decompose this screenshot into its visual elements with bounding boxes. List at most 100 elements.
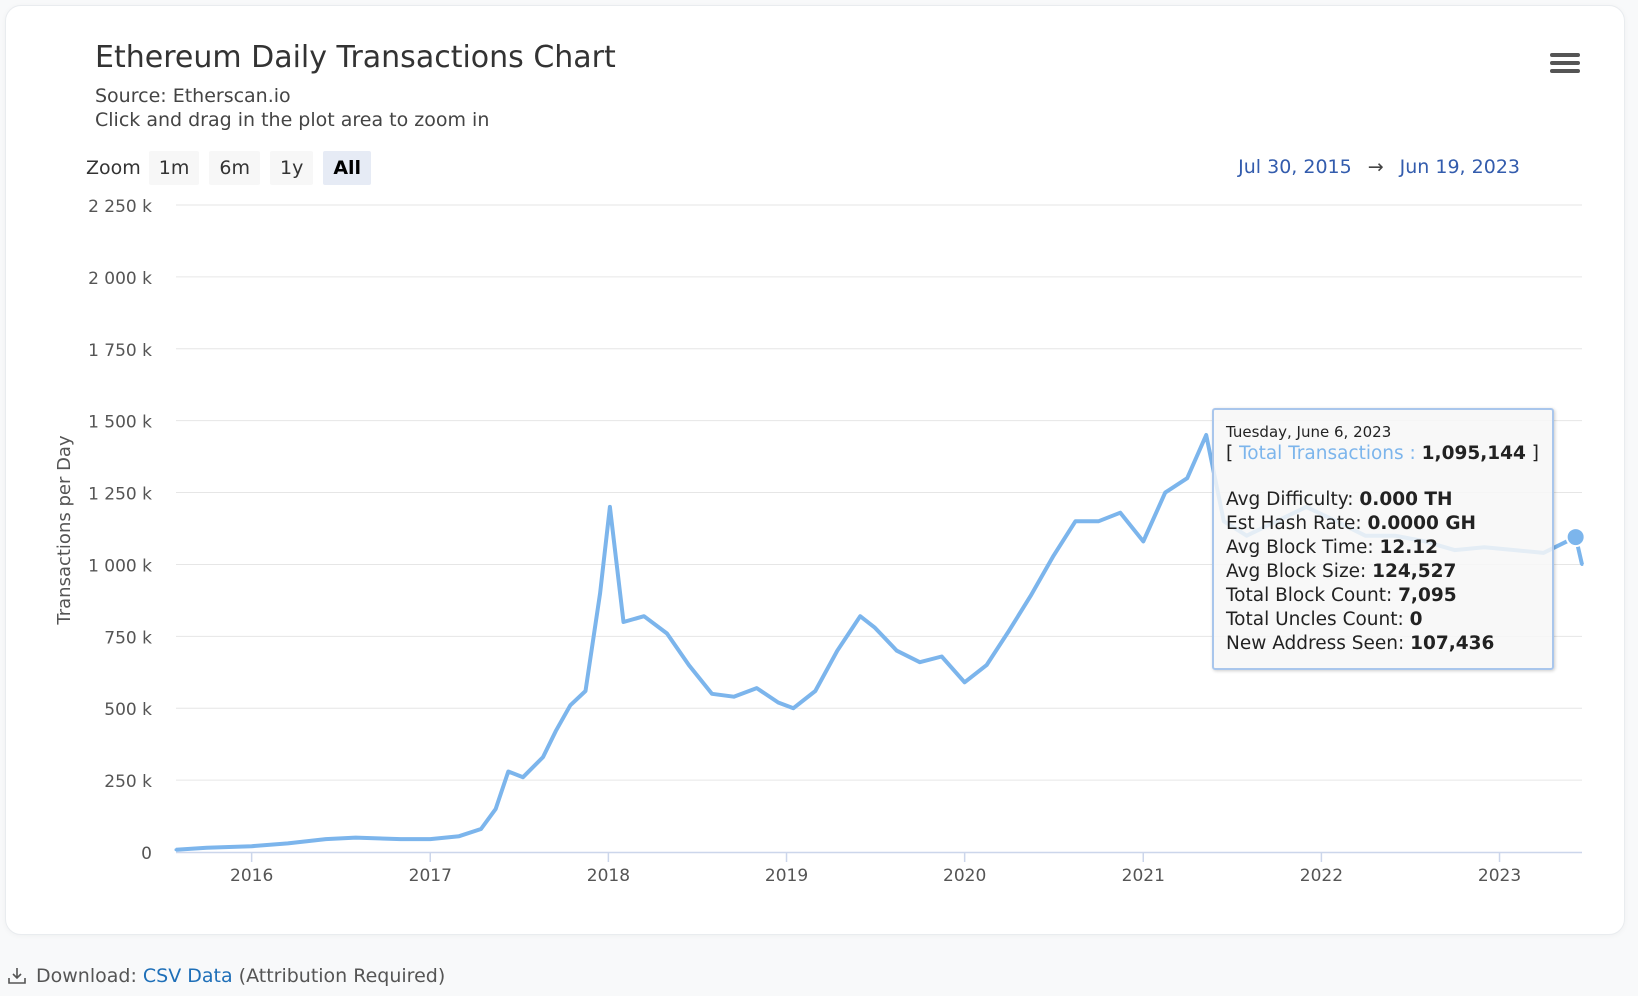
hamburger-menu-icon[interactable] xyxy=(1548,50,1582,78)
y-tick-label: 1 500 k xyxy=(88,413,152,433)
data-point xyxy=(521,775,525,779)
download-suffix: (Attribution Required) xyxy=(232,965,446,987)
tooltip-row: Total Uncles Count: 0 xyxy=(1226,609,1423,630)
data-point xyxy=(174,848,178,852)
data-point xyxy=(1007,629,1011,633)
data-point xyxy=(598,591,602,595)
x-tick-label: 2019 xyxy=(765,866,808,886)
data-point xyxy=(622,620,626,624)
data-point xyxy=(541,755,545,759)
data-point xyxy=(1141,539,1145,543)
x-tick-label: 2020 xyxy=(943,866,986,886)
zoom-6m-button[interactable]: 6m xyxy=(209,151,260,185)
data-point xyxy=(324,837,328,841)
data-point xyxy=(940,654,944,658)
tooltip-row: Avg Difficulty: 0.000 TH xyxy=(1226,489,1453,510)
y-tick-label: 250 k xyxy=(104,772,152,792)
tooltip-row: Total Block Count: 7,095 xyxy=(1226,585,1457,606)
data-point xyxy=(1118,511,1122,515)
data-point xyxy=(1051,554,1055,558)
data-point xyxy=(286,841,290,845)
zoom-all-button[interactable]: All xyxy=(323,151,372,185)
tooltip-row: Est Hash Rate: 0.0000 GH xyxy=(1226,513,1476,534)
download-icon xyxy=(8,968,26,984)
data-point xyxy=(776,700,780,704)
y-tick-label: 1 750 k xyxy=(88,341,152,361)
y-tick-label: 0 xyxy=(141,844,152,864)
subtitle-hint: Click and drag in the plot area to zoom … xyxy=(95,109,490,131)
data-point xyxy=(428,837,432,841)
data-point xyxy=(568,703,572,707)
download-bar: Download: CSV Data (Attribution Required… xyxy=(6,965,445,987)
data-point xyxy=(1073,519,1077,523)
y-tick-label: 2 000 k xyxy=(88,269,152,289)
subtitle-source: Source: Etherscan.io xyxy=(95,85,291,107)
data-point xyxy=(710,692,714,696)
x-tick-label: 2017 xyxy=(409,866,452,886)
data-point xyxy=(813,689,817,693)
range-to[interactable]: Jun 19, 2023 xyxy=(1399,156,1520,178)
tooltip-row: Avg Block Size: 124,527 xyxy=(1226,561,1457,582)
data-point xyxy=(457,834,461,838)
y-tick-label: 1 250 k xyxy=(88,485,152,505)
tooltip-series-label: Total Transactions : xyxy=(1239,443,1422,464)
data-point xyxy=(494,807,498,811)
data-point xyxy=(858,614,862,618)
x-tick-label: 2023 xyxy=(1478,866,1521,886)
data-point xyxy=(1580,562,1584,566)
data-point xyxy=(755,686,759,690)
x-tick-label: 2016 xyxy=(230,866,273,886)
chart-title: Ethereum Daily Transactions Chart xyxy=(95,40,616,75)
range-arrow: → xyxy=(1367,156,1384,178)
range-from[interactable]: Jul 30, 2015 xyxy=(1238,156,1352,178)
hover-marker xyxy=(1565,527,1586,548)
download-prefix: Download: xyxy=(36,965,143,987)
data-point xyxy=(963,680,967,684)
data-point xyxy=(985,663,989,667)
data-point xyxy=(479,827,483,831)
zoom-1m-button[interactable]: 1m xyxy=(148,151,200,185)
zoom-label: Zoom xyxy=(86,157,141,179)
x-tick-label: 2022 xyxy=(1300,866,1343,886)
data-point xyxy=(1029,594,1033,598)
data-point xyxy=(1096,519,1100,523)
data-point xyxy=(687,663,691,667)
data-point xyxy=(873,626,877,630)
tooltip-series-value: 1,095,144 xyxy=(1421,443,1526,464)
y-tick-label: 1 000 k xyxy=(88,556,152,576)
data-point xyxy=(732,695,736,699)
y-tick-label: 2 250 k xyxy=(88,197,152,217)
tooltip-row: New Address Seen: 107,436 xyxy=(1226,633,1495,654)
data-point xyxy=(354,836,358,840)
zoom-selector: Zoom 1m 6m 1y All xyxy=(86,151,381,185)
data-point xyxy=(791,706,795,710)
y-tick-label: 500 k xyxy=(104,700,152,720)
data-point xyxy=(918,660,922,664)
data-point xyxy=(608,505,612,509)
y-tick-label: 750 k xyxy=(104,628,152,648)
y-axis-label: Transactions per Day xyxy=(54,435,75,626)
data-point xyxy=(506,769,510,773)
data-point xyxy=(1163,491,1167,495)
data-point xyxy=(642,614,646,618)
data-point xyxy=(554,729,558,733)
tooltip-series: [ Total Transactions : 1,095,144 ] xyxy=(1226,443,1539,464)
x-tick-label: 2021 xyxy=(1122,866,1165,886)
tooltip-row: Avg Block Time: 12.12 xyxy=(1226,537,1438,558)
data-tooltip: Tuesday, June 6, 2023 [ Total Transactio… xyxy=(1212,408,1554,670)
data-point xyxy=(835,649,839,653)
data-point xyxy=(1185,476,1189,480)
data-point xyxy=(205,846,209,850)
data-point xyxy=(895,649,899,653)
x-tick-label: 2018 xyxy=(587,866,630,886)
date-range: Jul 30, 2015 → Jun 19, 2023 xyxy=(1238,156,1520,178)
data-point xyxy=(250,844,254,848)
data-point xyxy=(1204,433,1208,437)
data-point xyxy=(665,631,669,635)
csv-data-link[interactable]: CSV Data xyxy=(142,965,233,987)
chart-subtitle: Source: Etherscan.io Click and drag in t… xyxy=(95,84,489,132)
data-point xyxy=(398,837,402,841)
zoom-1y-button[interactable]: 1y xyxy=(270,151,314,185)
tooltip-date: Tuesday, June 6, 2023 xyxy=(1226,423,1392,441)
data-point xyxy=(583,689,587,693)
